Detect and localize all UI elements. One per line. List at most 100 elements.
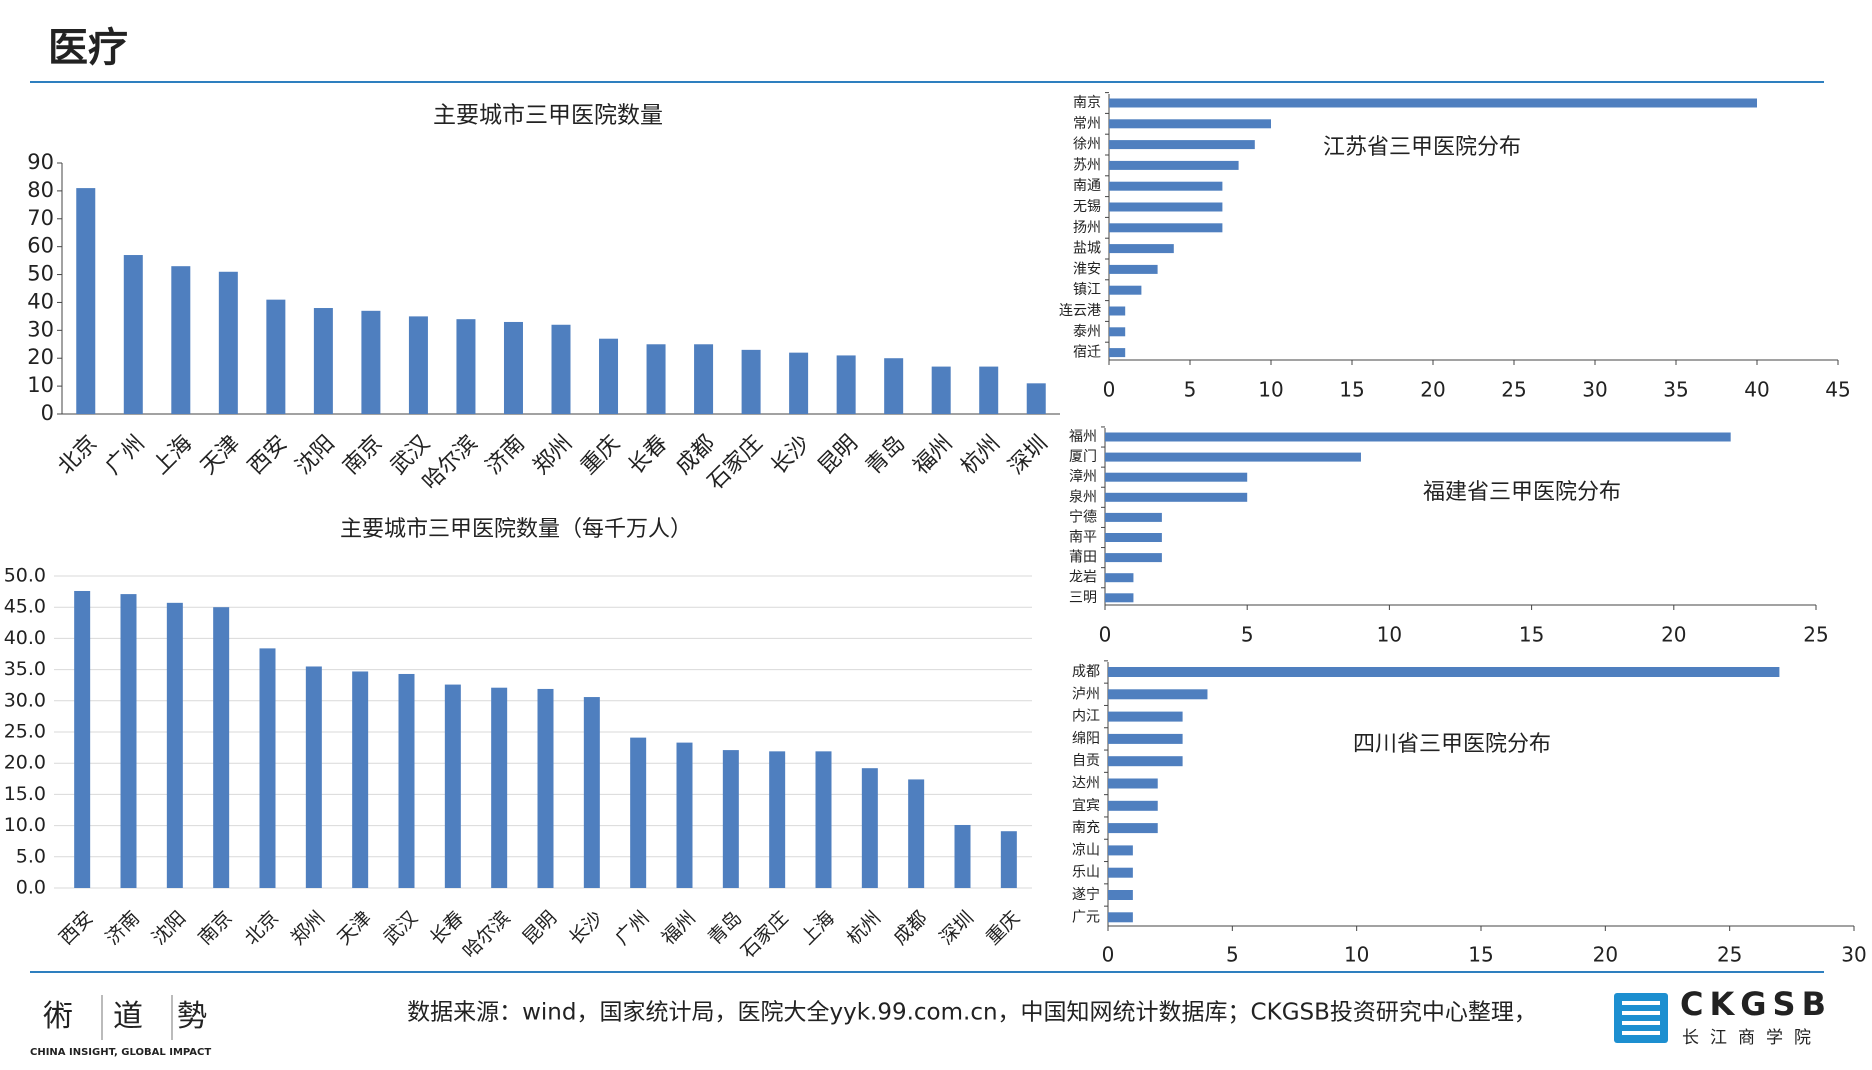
y-tick-label: 0.0 [16, 877, 46, 899]
y-tick-label: 苏州 [1073, 157, 1101, 173]
y-tick-label: 10 [27, 373, 54, 397]
x-tick-label: 天津 [196, 431, 245, 480]
bar [1108, 823, 1158, 834]
y-tick-label: 淮安 [1073, 261, 1101, 277]
x-tick-label: 济南 [481, 431, 530, 480]
bar [408, 316, 428, 414]
chart-title: 江苏省三甲医院分布 [1323, 135, 1521, 160]
x-tick-label: 沈阳 [291, 431, 340, 480]
x-tick-label: 30 [1582, 378, 1607, 402]
x-tick-label: 30 [1841, 943, 1866, 967]
bar [1109, 98, 1757, 108]
bar [979, 366, 999, 414]
x-tick-label: 济南 [101, 907, 143, 949]
x-tick-label: 昆明 [814, 431, 863, 480]
y-tick-label: 龙岩 [1069, 570, 1097, 586]
y-tick-label: 成都 [1072, 664, 1100, 680]
bar [646, 344, 666, 414]
x-tick-label: 天津 [333, 907, 375, 949]
x-tick-label: 深圳 [1004, 431, 1053, 480]
bar [213, 607, 230, 888]
y-tick-label: 徐州 [1073, 137, 1101, 153]
bar [1105, 432, 1731, 442]
x-tick-label: 北京 [53, 431, 102, 480]
y-tick-label: 泰州 [1073, 324, 1101, 340]
chart-title: 主要城市三甲医院数量 [433, 103, 663, 129]
logo-subtitle: 长江商学院 [1682, 1028, 1822, 1048]
x-tick-label: 杭州 [843, 907, 885, 949]
x-tick-label: 长沙 [565, 907, 607, 949]
bar [1109, 285, 1142, 295]
bar [676, 742, 693, 888]
bar [1105, 573, 1134, 583]
x-tick-label: 昆明 [518, 907, 560, 949]
bar [741, 349, 761, 414]
y-tick-label: 45.0 [4, 596, 46, 618]
bar [1109, 264, 1158, 274]
x-tick-label: 长春 [624, 431, 673, 480]
y-tick-label: 遂宁 [1072, 886, 1100, 903]
bar [1105, 492, 1248, 502]
logo-icon [1614, 993, 1668, 1043]
logo-icon-lines [1622, 1001, 1660, 1035]
y-tick-label: 20 [27, 345, 54, 369]
x-tick-label: 5 [1241, 623, 1254, 647]
y-tick-label: 无锡 [1073, 199, 1101, 215]
y-tick-label: 25.0 [4, 721, 46, 743]
x-tick-label: 哈尔滨 [459, 907, 515, 963]
x-tick-label: 15 [1468, 943, 1493, 967]
bar [456, 319, 476, 414]
x-tick-label: 0 [1103, 378, 1116, 402]
bar [908, 779, 925, 888]
x-tick-label: 深圳 [935, 907, 977, 949]
bar [1105, 472, 1248, 482]
y-tick-label: 40 [27, 289, 54, 313]
bar [1108, 845, 1133, 856]
logo-char: 術 [43, 999, 73, 1034]
bar [1105, 512, 1162, 522]
bar [1109, 348, 1126, 358]
bar [1105, 452, 1361, 462]
x-tick-label: 45 [1825, 378, 1850, 402]
bar [1108, 667, 1780, 677]
y-tick-label: 自贡 [1072, 753, 1100, 769]
bar [931, 366, 951, 414]
x-tick-label: 广州 [101, 431, 150, 480]
y-tick-label: 绵阳 [1072, 730, 1100, 747]
bar [630, 737, 647, 888]
x-tick-label: 5 [1226, 943, 1239, 967]
x-tick-label: 哈尔滨 [418, 431, 482, 495]
bar [218, 271, 238, 414]
y-tick-label: 常州 [1073, 116, 1101, 132]
bar [1109, 244, 1174, 254]
bar [836, 355, 856, 414]
right-logo: CKGSB 长江商学院 [1614, 985, 1826, 1048]
y-tick-label: 5.0 [16, 845, 46, 867]
y-tick-label: 凉山 [1072, 842, 1100, 858]
bar [1108, 689, 1208, 700]
x-tick-label: 0 [1102, 943, 1115, 967]
bar [769, 751, 786, 888]
bar [1109, 306, 1126, 316]
x-tick-label: 25 [1803, 623, 1828, 647]
bar [1105, 533, 1162, 542]
bar [954, 824, 971, 888]
bar [503, 321, 523, 414]
bar [1108, 890, 1133, 900]
chart-title: 四川省三甲医院分布 [1353, 732, 1551, 757]
y-tick-label: 35.0 [4, 658, 46, 680]
x-tick-label: 10 [1258, 378, 1283, 402]
bar [583, 697, 600, 888]
bar [1109, 223, 1223, 233]
chart-title: 主要城市三甲医院数量（每千万人） [340, 517, 692, 542]
x-tick-label: 广州 [611, 907, 653, 949]
x-tick-label: 40 [1744, 378, 1769, 402]
y-tick-label: 20.0 [4, 752, 46, 774]
bar [120, 594, 137, 888]
x-tick-label: 上海 [148, 431, 197, 480]
bar [444, 684, 461, 888]
x-tick-label: 南京 [339, 431, 388, 480]
x-tick-label: 杭州 [956, 431, 1005, 480]
y-tick-label: 连云港 [1059, 303, 1101, 319]
